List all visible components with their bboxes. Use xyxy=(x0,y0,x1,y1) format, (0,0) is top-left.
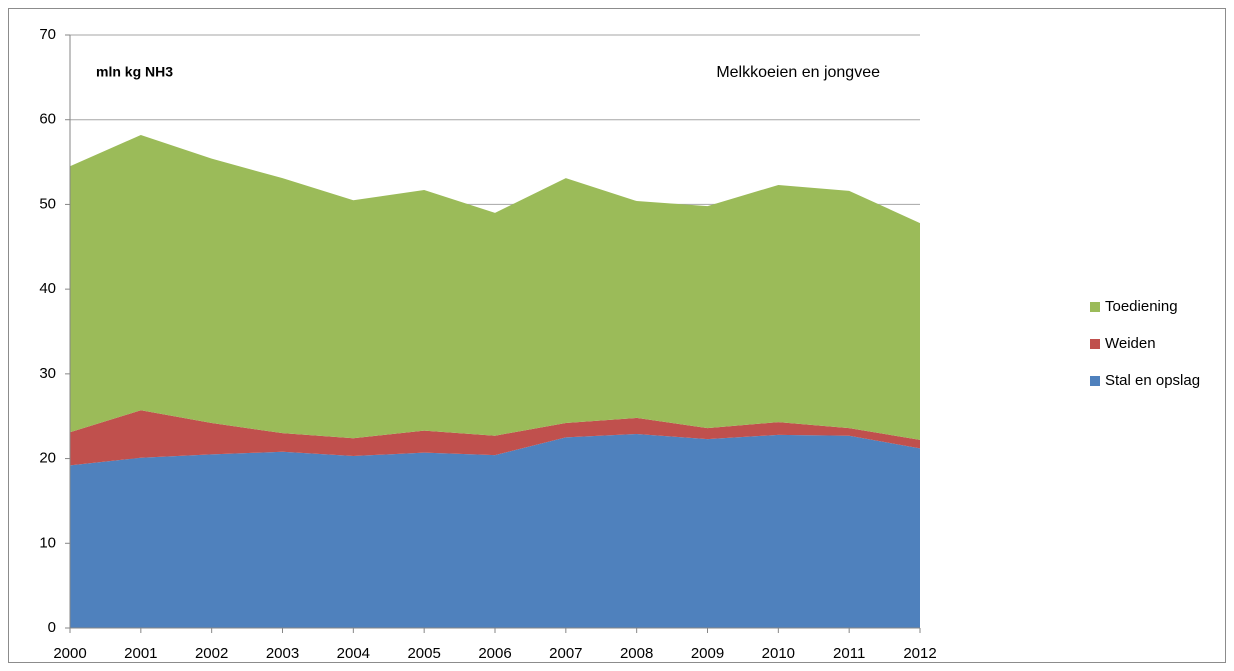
x-tick-label: 2011 xyxy=(833,645,865,662)
y-tick-label: 0 xyxy=(48,619,56,636)
x-tick-label: 2000 xyxy=(53,645,86,662)
x-tick-label: 2007 xyxy=(549,645,582,662)
y-tick-label: 40 xyxy=(39,280,56,297)
x-tick-label: 2002 xyxy=(195,645,228,662)
y-tick-label: 70 xyxy=(39,26,56,43)
area xyxy=(70,434,920,628)
y-tick-label: 10 xyxy=(39,534,56,551)
x-tick-label: 2005 xyxy=(407,645,440,662)
x-tick-label: 2012 xyxy=(903,645,936,662)
area xyxy=(70,134,920,440)
y-tick-label: 50 xyxy=(39,195,56,212)
y-tick-label: 20 xyxy=(39,450,56,467)
y-tick-label: 30 xyxy=(39,365,56,382)
legend-swatch xyxy=(1090,376,1100,386)
legend-label: Stal en opslag xyxy=(1105,372,1200,389)
x-tick-label: 2003 xyxy=(266,645,299,662)
x-tick-label: 2010 xyxy=(762,645,795,662)
chart-subtitle: Melkkoeien en jongvee xyxy=(716,64,880,81)
x-tick-label: 2008 xyxy=(620,645,653,662)
area xyxy=(70,410,920,466)
x-tick-label: 2006 xyxy=(478,645,511,662)
legend-swatch xyxy=(1090,302,1100,312)
legend-label: Toediening xyxy=(1105,298,1178,315)
x-tick-label: 2004 xyxy=(337,645,370,662)
legend-swatch xyxy=(1090,339,1100,349)
unit-label: mln kg NH3 xyxy=(96,64,173,80)
x-tick-label: 2001 xyxy=(124,645,157,662)
legend-label: Weiden xyxy=(1105,335,1156,352)
x-tick-label: 2009 xyxy=(691,645,724,662)
y-tick-label: 60 xyxy=(39,111,56,128)
